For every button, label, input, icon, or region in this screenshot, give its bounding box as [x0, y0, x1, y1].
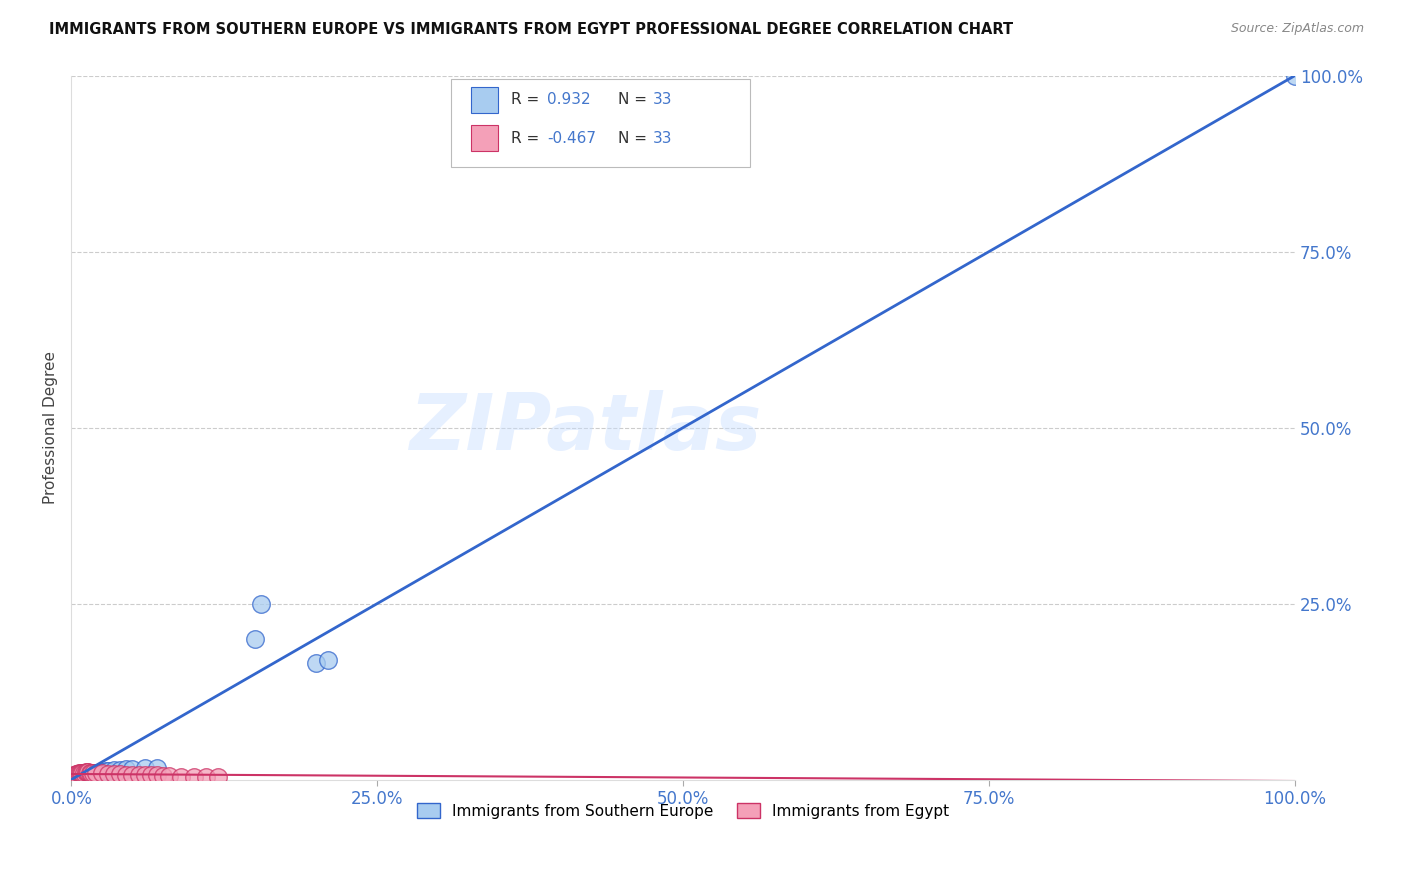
Point [115, 767, 138, 781]
Legend: Immigrants from Southern Europe, Immigrants from Egypt: Immigrants from Southern Europe, Immigra… [411, 797, 955, 825]
Point [82, 766, 104, 780]
Point [316, 653, 339, 667]
Point [97, 767, 120, 781]
Text: R =: R = [510, 93, 538, 107]
Text: 33: 33 [652, 93, 672, 107]
Text: N =: N = [619, 93, 647, 107]
Point [243, 632, 266, 646]
Point [80, 765, 103, 780]
Point [67, 770, 90, 784]
Point [84, 765, 107, 780]
Point [121, 762, 143, 776]
Point [79, 767, 101, 781]
Point [121, 767, 143, 781]
Point [66, 767, 89, 781]
Point [77, 767, 100, 781]
Point [1284, 69, 1306, 83]
Text: Source: ZipAtlas.com: Source: ZipAtlas.com [1230, 22, 1364, 36]
Y-axis label: Professional Degree: Professional Degree [44, 351, 58, 504]
Point [94, 764, 117, 779]
Text: R =: R = [510, 130, 538, 145]
Point [305, 657, 328, 671]
Point [250, 597, 273, 611]
Point [134, 761, 156, 775]
Point [152, 769, 174, 783]
Point [62, 768, 84, 782]
Text: IMMIGRANTS FROM SOUTHERN EUROPE VS IMMIGRANTS FROM EGYPT PROFESSIONAL DEGREE COR: IMMIGRANTS FROM SOUTHERN EUROPE VS IMMIG… [49, 22, 1014, 37]
Point [75, 764, 97, 779]
Point [70, 765, 93, 780]
Point [63, 767, 86, 781]
Point [75, 768, 97, 782]
Point [79, 765, 101, 780]
Point [194, 771, 217, 785]
Text: N =: N = [619, 130, 647, 145]
Point [76, 764, 98, 779]
Point [139, 768, 162, 782]
Point [65, 767, 87, 781]
Point [72, 769, 94, 783]
FancyBboxPatch shape [471, 125, 498, 152]
Point [62, 769, 84, 783]
Point [97, 764, 120, 779]
Text: -0.467: -0.467 [547, 130, 596, 145]
Text: 0.932: 0.932 [547, 93, 591, 107]
Point [77, 764, 100, 779]
Point [72, 769, 94, 783]
Point [103, 764, 125, 778]
Point [103, 767, 125, 781]
Point [67, 766, 90, 780]
Point [170, 770, 193, 784]
Point [72, 765, 94, 780]
Point [84, 766, 107, 780]
Point [72, 765, 94, 780]
Point [90, 764, 112, 779]
Point [157, 769, 180, 783]
Point [90, 766, 112, 780]
Point [134, 768, 156, 782]
Point [69, 770, 91, 784]
Point [110, 767, 132, 781]
Point [183, 770, 205, 784]
Text: ZIPatlas: ZIPatlas [409, 390, 762, 466]
Point [82, 765, 104, 780]
FancyBboxPatch shape [471, 87, 498, 113]
Point [62, 772, 84, 786]
Point [66, 771, 89, 785]
Point [110, 763, 132, 777]
Point [128, 767, 150, 781]
Point [76, 767, 98, 781]
Point [146, 768, 169, 782]
Point [63, 771, 86, 785]
Point [69, 766, 91, 780]
Text: 33: 33 [652, 130, 672, 145]
FancyBboxPatch shape [451, 79, 751, 167]
Point [87, 765, 110, 780]
Point [65, 771, 87, 785]
Point [70, 769, 93, 783]
Point [62, 771, 84, 785]
Point [115, 762, 138, 776]
Point [73, 768, 96, 782]
Point [80, 767, 103, 781]
Point [146, 761, 169, 775]
Point [207, 771, 229, 785]
